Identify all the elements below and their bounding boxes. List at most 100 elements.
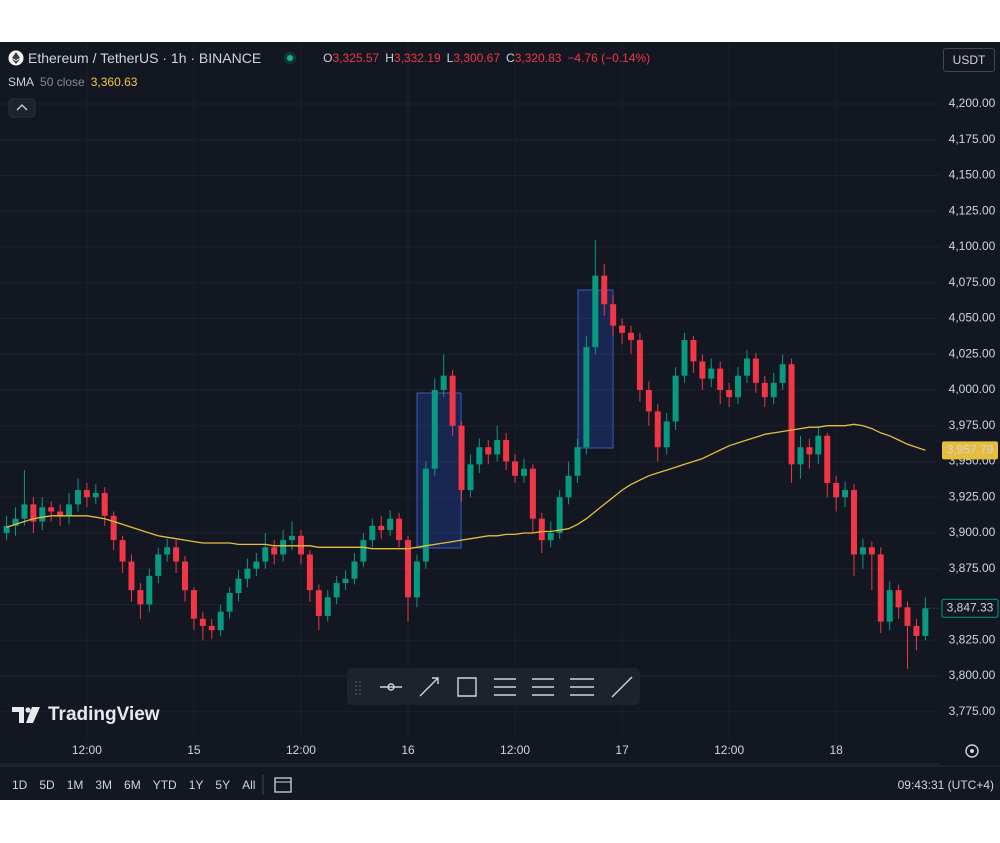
range-button[interactable]: 6M	[124, 778, 141, 792]
candle-body	[101, 492, 108, 516]
tool-rectangle[interactable]	[457, 677, 477, 697]
candle-body	[297, 535, 304, 555]
last-price-label: 3,847.33	[947, 600, 994, 614]
range-button[interactable]: 1M	[66, 778, 84, 792]
indicator-name[interactable]: SMA	[8, 75, 35, 89]
y-tick-label: 3,775.00	[949, 704, 996, 718]
candle-body	[182, 561, 188, 591]
ohlc-key: H	[385, 51, 394, 65]
candle-body	[458, 425, 465, 491]
grid	[0, 42, 940, 740]
candle-body	[164, 547, 171, 555]
candle-body	[663, 421, 670, 448]
candle-body	[583, 347, 590, 448]
candle-body	[735, 375, 742, 398]
x-tick-label: 18	[829, 743, 843, 757]
candle-body	[779, 364, 786, 383]
candle-body	[859, 547, 866, 555]
symbol-title[interactable]: Ethereum / TetherUS · 1h · BINANCE	[28, 50, 262, 66]
y-tick-label: 3,800.00	[949, 668, 996, 682]
candle-body	[30, 504, 37, 522]
range-button[interactable]: All	[242, 778, 256, 792]
candle-body	[752, 358, 759, 383]
settings-icon-dot	[970, 749, 974, 753]
candle-body	[324, 597, 331, 616]
candle-body	[387, 518, 394, 531]
candle-body	[21, 504, 28, 519]
y-tick-label: 4,175.00	[949, 132, 996, 146]
candle-body	[315, 590, 322, 616]
candle-body	[342, 578, 349, 584]
y-tick-label: 4,125.00	[949, 203, 996, 217]
collapse-button[interactable]	[8, 98, 36, 118]
sma-price-tag	[942, 441, 998, 460]
bottom-toolbar: 1D 5D 1M 3M 6M YTD 1Y 5Y All 09:43:31 (UTC+4)	[0, 770, 1000, 800]
candle-body	[592, 275, 599, 348]
settings-icon[interactable]	[965, 744, 979, 758]
tool-horizontal-ray[interactable]	[380, 683, 402, 691]
y-tick-label: 4,150.00	[949, 168, 996, 182]
candle-body	[413, 561, 420, 598]
candle-body	[128, 561, 135, 591]
candle-body	[922, 608, 929, 636]
indicator-params: 50 close	[40, 75, 85, 89]
candle-body	[610, 304, 617, 326]
ohlc-key: C	[506, 51, 515, 65]
y-tick-label: 4,075.00	[949, 275, 996, 289]
indicator-value: 3,360.63	[90, 75, 138, 89]
range-button[interactable]: YTD	[152, 778, 177, 792]
candle-body	[83, 490, 90, 498]
candle-body	[12, 518, 19, 526]
candle-body	[369, 525, 376, 541]
candle-body	[226, 593, 233, 612]
candle-body	[485, 447, 492, 455]
range-button[interactable]: 5D	[39, 778, 55, 792]
candle-body	[601, 275, 608, 305]
last-price-tag	[941, 598, 999, 618]
candle-body	[690, 339, 697, 362]
candle-body	[360, 540, 367, 562]
candle-body	[280, 540, 287, 555]
candle-body	[199, 618, 206, 626]
chart-canvas: 3,775.003,800.003,825.003,850.003,875.00…	[0, 42, 1000, 767]
candle-body	[904, 607, 911, 626]
currency-button[interactable]: USDT	[943, 48, 995, 72]
y-tick-label: 3,825.00	[949, 632, 996, 646]
candle-body	[396, 518, 403, 541]
candle-body	[842, 490, 849, 498]
brand-logo: TradingView	[12, 704, 160, 726]
tool-trendline[interactable]	[611, 676, 633, 698]
candle-body	[708, 368, 715, 379]
range-button[interactable]: 5Y	[215, 778, 231, 792]
goto-date[interactable]	[261, 773, 301, 797]
tool-channel[interactable]	[532, 678, 554, 696]
y-tick-label: 4,100.00	[949, 239, 996, 253]
ohlc-values: O3,325.57 H3,332.19 L3,300.67 C3,320.83 −4.7…	[323, 51, 650, 65]
range-button[interactable]: 3M	[95, 778, 113, 792]
candle-body	[824, 435, 831, 483]
symbol-icon	[8, 50, 24, 66]
candle-body	[654, 411, 661, 448]
candle-body	[886, 590, 893, 622]
tool-arrow[interactable]	[419, 677, 439, 697]
range-button[interactable]: 1Y	[188, 778, 204, 792]
ohlc-value: 3,332.19	[393, 51, 441, 65]
ohlc-change: −4.76 (−0.14%)	[567, 51, 651, 65]
tool-lines[interactable]	[570, 678, 594, 696]
candle-body	[289, 535, 296, 541]
candle-body	[190, 590, 197, 619]
candle-body	[628, 332, 634, 340]
tool-fib[interactable]	[494, 678, 516, 696]
candle-body	[351, 561, 358, 579]
candle-body	[57, 511, 64, 516]
candle-body	[3, 525, 10, 533]
candle-body	[672, 375, 679, 422]
range-button[interactable]: 1D	[12, 778, 28, 792]
range-buttons: 1D 5D 1M 3M 6M YTD 1Y 5Y All	[0, 778, 261, 792]
candle-body	[494, 440, 501, 455]
candle-body	[743, 358, 750, 376]
candle-body	[74, 490, 81, 505]
clock[interactable]: 09:43:31 (UTC+4)	[897, 778, 994, 792]
candle-body	[877, 554, 884, 622]
candle-body	[306, 554, 313, 591]
